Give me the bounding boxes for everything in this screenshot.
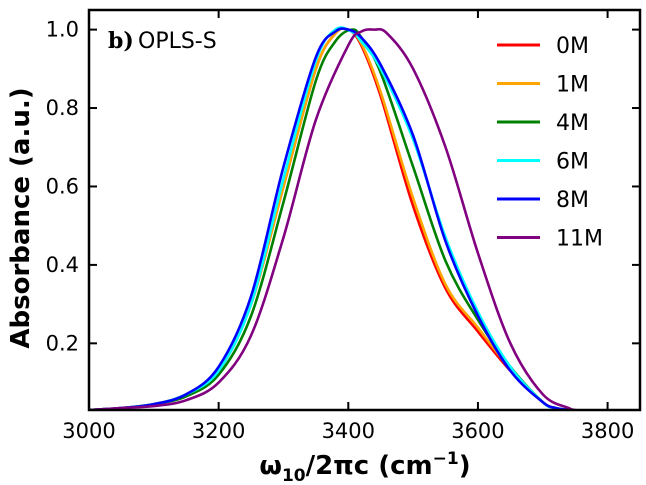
y-tick-label: 0.2 — [46, 331, 79, 355]
legend-entry-1m: 1M — [497, 73, 589, 98]
series-line-8m — [89, 27, 569, 410]
panel-name: OPLS-S — [138, 29, 217, 54]
legend: 0M 1M 4M 6M 8M 11M — [497, 34, 603, 252]
x-axis-title-main: ω — [259, 451, 282, 481]
ticks-layer — [88, 10, 640, 410]
x-axis-title: ω10/2πc (cm−1) — [259, 449, 470, 485]
x-tick-label: 3200 — [192, 419, 245, 443]
legend-label: 4M — [556, 111, 589, 136]
labels-layer: 3000 3200 3400 3600 3800 0.2 0.4 0.6 0.8 1.0 — [46, 18, 635, 443]
legend-entry-8m: 8M — [497, 188, 589, 213]
plot-frame — [87, 8, 642, 412]
y-tick-label: 1.0 — [46, 18, 79, 42]
panel-label: b) — [108, 28, 134, 54]
legend-entry-6m: 6M — [497, 150, 589, 175]
x-axis-title-rest: /2πc (cm — [306, 451, 433, 481]
legend-entry-11m: 11M — [497, 227, 603, 252]
series-layer — [89, 26, 576, 410]
y-tick-label: 0.8 — [46, 96, 79, 120]
x-axis-title-sup: −1 — [433, 449, 459, 469]
x-axis-title-sub: 10 — [282, 466, 306, 485]
legend-entry-0m: 0M — [497, 34, 589, 59]
y-axis-title: Absorbance (a.u.) — [6, 87, 36, 348]
y-tick-label: 0.6 — [46, 174, 79, 198]
x-tick-label: 3800 — [581, 419, 634, 443]
legend-entry-4m: 4M — [497, 111, 589, 136]
x-tick-label: 3400 — [322, 419, 375, 443]
x-tick-label: 3600 — [451, 419, 504, 443]
x-tick-label: 3000 — [62, 419, 115, 443]
legend-label: 0M — [556, 34, 589, 59]
x-axis-title-close: ) — [459, 451, 471, 481]
y-tick-label: 0.4 — [46, 253, 79, 277]
legend-label: 1M — [556, 73, 589, 98]
legend-label: 6M — [556, 150, 589, 175]
series-line-11m — [89, 27, 576, 410]
legend-label: 8M — [556, 188, 589, 213]
legend-label: 11M — [556, 227, 603, 252]
